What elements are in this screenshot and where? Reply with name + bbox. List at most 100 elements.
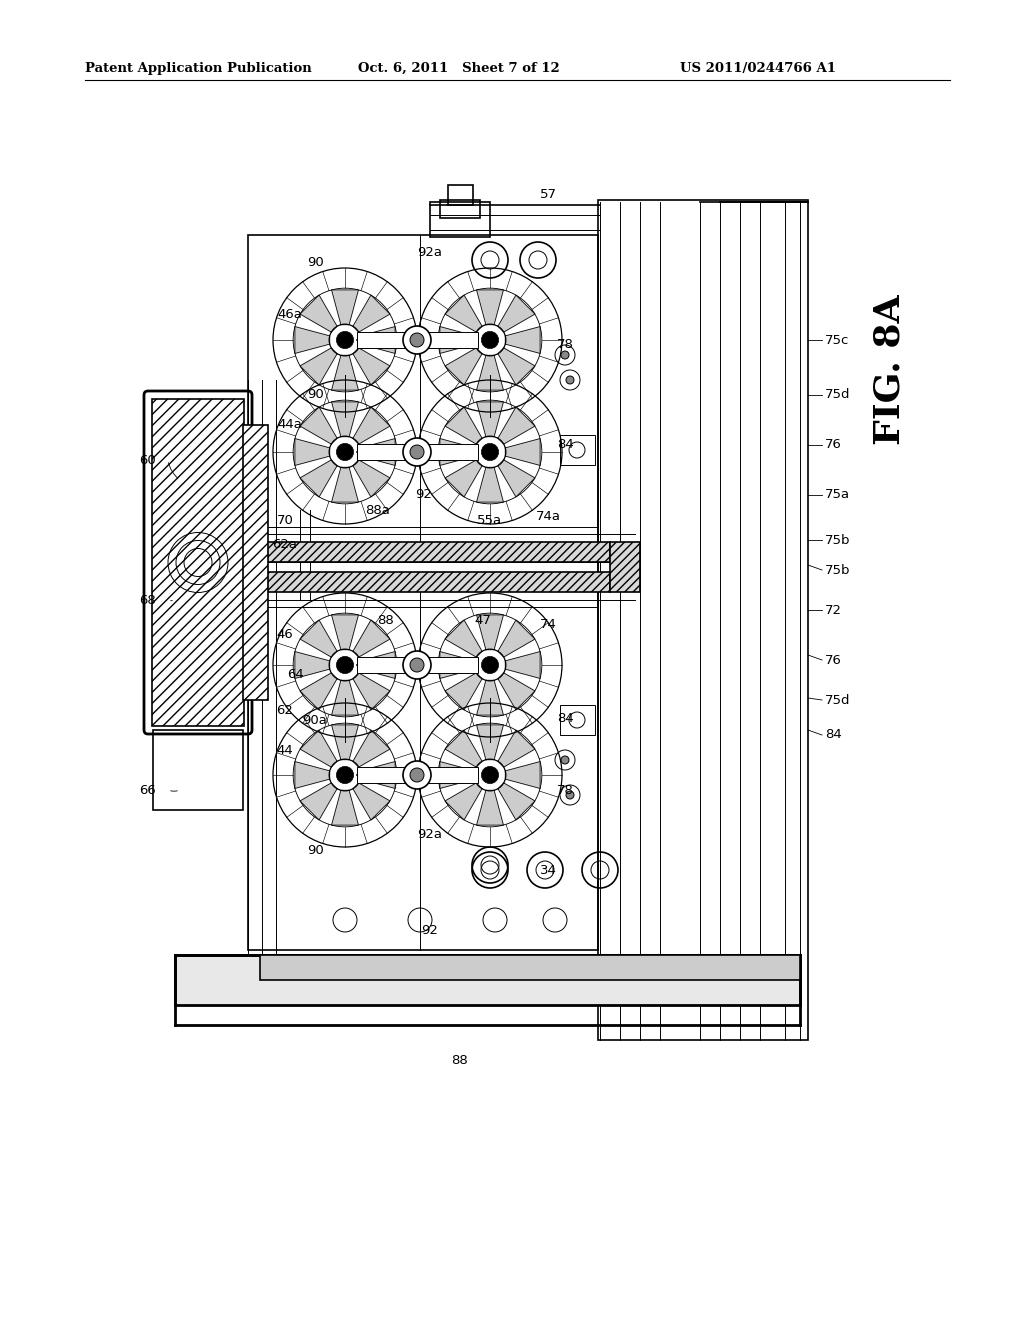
Text: 74: 74 (540, 619, 556, 631)
Polygon shape (360, 326, 395, 354)
Polygon shape (300, 783, 337, 820)
Polygon shape (476, 467, 504, 502)
Text: 62a: 62a (272, 539, 298, 552)
Polygon shape (360, 762, 395, 788)
Circle shape (561, 756, 569, 764)
Circle shape (481, 331, 499, 348)
Text: 88a: 88a (366, 503, 390, 516)
Circle shape (481, 656, 499, 673)
Polygon shape (505, 326, 540, 354)
Polygon shape (300, 407, 337, 444)
Text: 74a: 74a (536, 511, 560, 524)
Bar (357, 767, 478, 783)
Text: 44a: 44a (278, 418, 302, 432)
Polygon shape (498, 348, 535, 385)
Polygon shape (360, 438, 395, 466)
Polygon shape (332, 401, 358, 437)
Polygon shape (498, 673, 535, 710)
Polygon shape (295, 326, 330, 354)
Text: 75d: 75d (825, 693, 851, 706)
Bar (449, 185, 473, 205)
Text: 57: 57 (540, 189, 556, 202)
Bar (248, 543, 610, 562)
Polygon shape (476, 355, 504, 391)
Polygon shape (332, 725, 358, 760)
Text: Oct. 6, 2011   Sheet 7 of 12: Oct. 6, 2011 Sheet 7 of 12 (358, 62, 560, 75)
Bar (610, 543, 640, 591)
Text: 84: 84 (557, 438, 573, 451)
Polygon shape (353, 296, 390, 333)
Text: 76: 76 (825, 653, 842, 667)
Text: 68: 68 (139, 594, 157, 606)
Bar (152, 399, 244, 726)
Polygon shape (440, 326, 475, 354)
Polygon shape (332, 467, 358, 502)
Text: 55a: 55a (477, 513, 503, 527)
Text: 92: 92 (416, 488, 432, 502)
Polygon shape (353, 620, 390, 657)
Text: 75c: 75c (825, 334, 849, 346)
Polygon shape (476, 791, 504, 825)
Text: 92a: 92a (418, 247, 442, 260)
Polygon shape (476, 725, 504, 760)
Circle shape (561, 351, 569, 359)
Bar (430, 202, 490, 238)
Polygon shape (505, 438, 540, 466)
Text: 92a: 92a (418, 829, 442, 842)
Polygon shape (445, 673, 482, 710)
Polygon shape (295, 438, 330, 466)
Polygon shape (353, 673, 390, 710)
Polygon shape (353, 783, 390, 820)
Bar (190, 960, 270, 1001)
Polygon shape (440, 438, 475, 466)
Bar (260, 954, 800, 979)
Text: 90: 90 (306, 388, 324, 401)
Circle shape (410, 445, 424, 459)
Text: 46a: 46a (278, 309, 302, 322)
Polygon shape (498, 620, 535, 657)
Circle shape (336, 331, 353, 348)
Circle shape (481, 767, 499, 784)
Text: 90: 90 (306, 843, 324, 857)
Polygon shape (300, 459, 337, 496)
Bar (153, 730, 243, 810)
Bar (357, 657, 478, 673)
Polygon shape (332, 791, 358, 825)
Text: 62: 62 (276, 704, 294, 717)
Polygon shape (300, 730, 337, 767)
Text: 72: 72 (825, 603, 842, 616)
Text: 84: 84 (825, 729, 842, 742)
Text: 92: 92 (422, 924, 438, 936)
Bar (357, 333, 478, 348)
Text: 88: 88 (378, 614, 394, 627)
Text: 60: 60 (139, 454, 157, 466)
Polygon shape (476, 401, 504, 437)
Bar (357, 444, 478, 459)
Bar (243, 425, 268, 700)
Polygon shape (445, 296, 482, 333)
Polygon shape (295, 652, 330, 678)
Bar (248, 572, 610, 591)
Polygon shape (353, 730, 390, 767)
Circle shape (566, 791, 574, 799)
Text: 75b: 75b (825, 533, 851, 546)
Polygon shape (332, 680, 358, 715)
Polygon shape (498, 783, 535, 820)
Bar (248, 235, 598, 950)
Polygon shape (445, 730, 482, 767)
Polygon shape (300, 620, 337, 657)
Polygon shape (440, 762, 475, 788)
Text: 76: 76 (825, 438, 842, 451)
Polygon shape (445, 348, 482, 385)
Text: 75d: 75d (825, 388, 851, 401)
Polygon shape (505, 762, 540, 788)
Polygon shape (498, 730, 535, 767)
Text: 47: 47 (474, 614, 492, 627)
Text: 70: 70 (276, 513, 294, 527)
Polygon shape (332, 615, 358, 649)
Bar (440, 201, 480, 218)
Text: 66: 66 (139, 784, 157, 796)
Bar (175, 954, 800, 1005)
Circle shape (336, 656, 353, 673)
Circle shape (336, 444, 353, 461)
